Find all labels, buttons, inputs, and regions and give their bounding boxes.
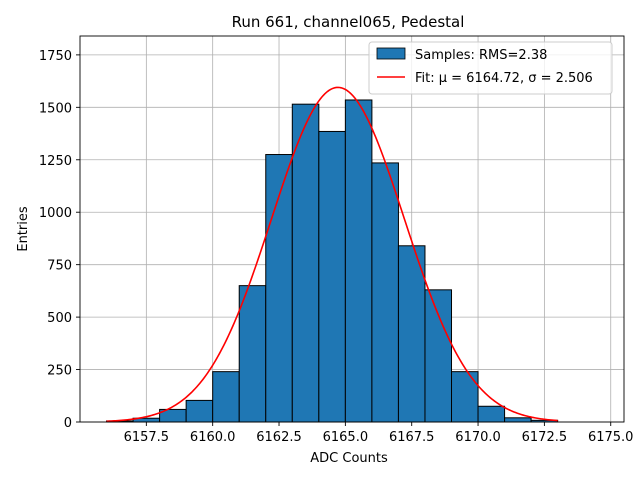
y-tick-label-2: 500 [47, 311, 72, 326]
y-tick-label-0: 0 [64, 416, 72, 431]
y-tick-label-7: 1750 [39, 49, 72, 64]
histogram-bar-10 [371, 162, 399, 423]
legend-swatch-histogram [376, 47, 406, 60]
histogram-bar-14 [477, 405, 506, 423]
histogram-bar-15 [504, 417, 532, 423]
y-tick-label-3: 750 [47, 259, 72, 274]
x-tick-label-3: 6165.0 [323, 430, 369, 445]
x-tick-label-7: 6175.0 [588, 430, 634, 445]
x-axis-ticks: 6157.5 6160.0 6162.5 6165.0 6167.5 6170.0 6172… [124, 422, 634, 445]
x-tick-label-4: 6167.5 [389, 430, 435, 445]
histogram-bar-3 [185, 399, 214, 423]
histogram-bar-7 [291, 103, 320, 423]
chart-title: Run 661, channel065, Pedestal [232, 13, 465, 31]
x-tick-label-5: 6170.0 [455, 430, 501, 445]
legend-box [368, 41, 613, 95]
histogram-bar-4 [212, 371, 240, 423]
y-axis-ticks: 0 250 500 750 1000 1250 1500 1750 [39, 49, 80, 431]
histogram-bar-6 [265, 154, 293, 423]
fit-curve [106, 86, 558, 423]
x-axis-label: ADC Counts [310, 451, 388, 466]
fit-curve-layer [106, 86, 558, 423]
y-tick-label-4: 1000 [39, 206, 72, 221]
y-tick-label-1: 250 [47, 364, 72, 379]
y-tick-label-6: 1500 [39, 101, 72, 116]
y-tick-label-5: 1250 [39, 154, 72, 169]
axes-frame [79, 35, 625, 423]
legend-label-fit: Fit: μ = 6164.72, σ = 2.506 [415, 71, 593, 86]
x-tick-label-1: 6160.0 [190, 430, 236, 445]
histogram-bar-5 [238, 285, 267, 423]
histogram-bar-12 [424, 289, 453, 423]
x-tick-label-6: 6172.5 [522, 430, 568, 445]
legend-label-histogram: Samples: RMS=2.38 [415, 48, 547, 63]
histogram-bar-8 [318, 130, 346, 423]
histogram-bar-9 [344, 99, 373, 423]
x-tick-label-0: 6157.5 [124, 430, 170, 445]
histogram-bar-11 [397, 245, 426, 423]
x-tick-label-2: 6162.5 [256, 430, 302, 445]
legend: Samples: RMS=2.38 Fit: μ = 6164.72, σ = … [368, 41, 613, 95]
histogram-bar-13 [451, 371, 479, 423]
y-axis-label: Entries [16, 206, 31, 252]
histogram-bars [106, 99, 559, 423]
